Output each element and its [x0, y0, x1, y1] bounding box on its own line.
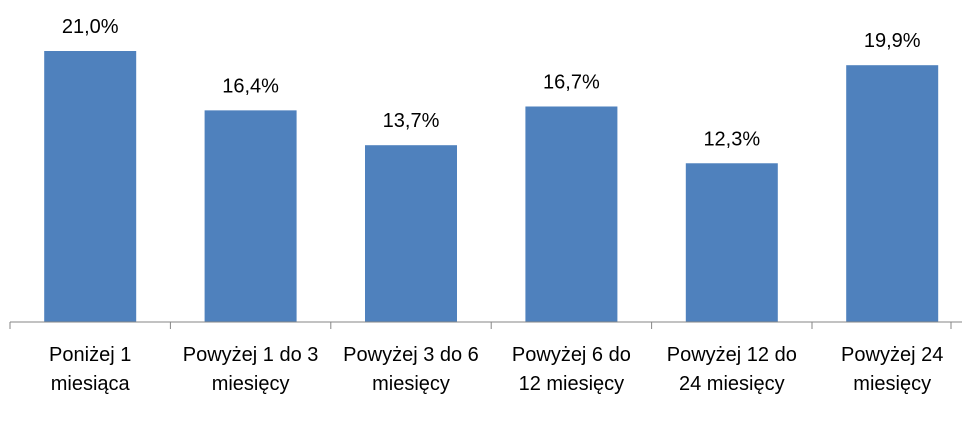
- x-tick-label: Powyżej 12 do 24 miesięcy: [666, 344, 797, 395]
- bar: [685, 163, 778, 322]
- x-tick-label: Powyżej 1 do 3 miesięcy: [182, 344, 319, 395]
- x-tick-label: Powyżej 3 do 6 miesięcy: [343, 344, 479, 395]
- value-label: 19,9%: [864, 30, 921, 52]
- x-tick-label: Poniżej 1 miesiąca: [49, 344, 132, 395]
- value-label: 12,3%: [703, 128, 760, 150]
- x-tick-label: Powyżej 24 miesięcy: [841, 344, 944, 395]
- bar: [44, 51, 137, 322]
- value-label: 13,7%: [383, 110, 440, 132]
- bar: [525, 106, 618, 322]
- bar: [846, 65, 939, 322]
- value-label: 16,4%: [222, 75, 279, 97]
- bar: [365, 145, 457, 322]
- value-label: 21,0%: [62, 16, 119, 38]
- x-tick-label: Powyżej 6 do 12 miesięcy: [511, 344, 631, 395]
- value-label: 16,7%: [543, 71, 600, 93]
- bar: [204, 110, 297, 322]
